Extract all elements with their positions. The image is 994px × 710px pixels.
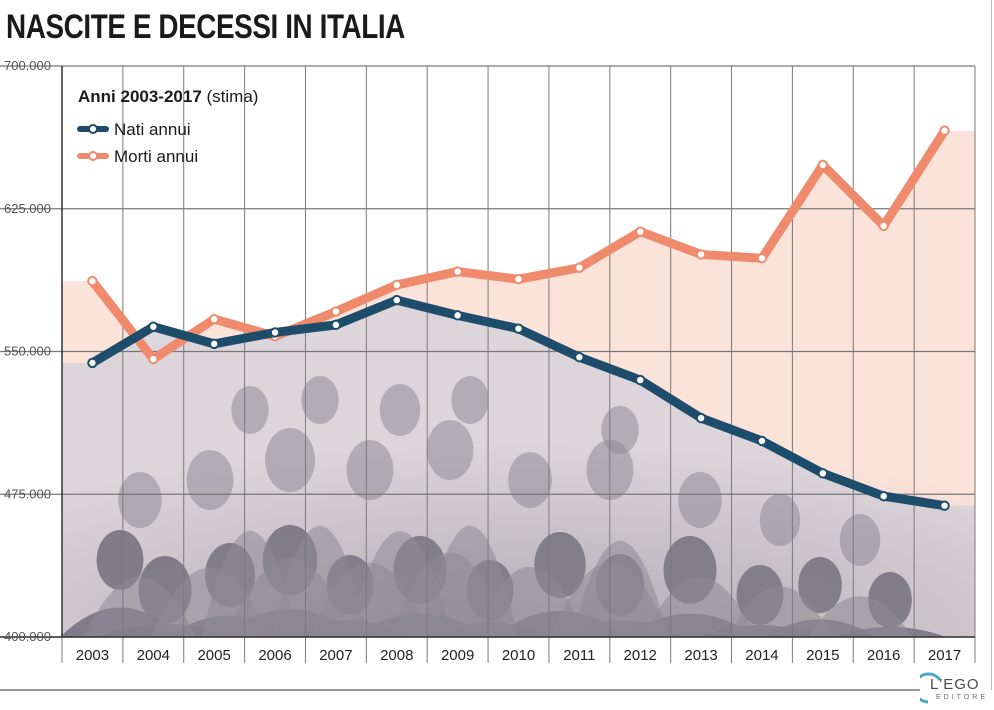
- x-tick-label: 2011: [563, 647, 595, 664]
- nati-point: [817, 468, 829, 479]
- nati-point: [330, 319, 342, 331]
- crowd-silhouettes-decoration: [60, 376, 975, 637]
- morti-point: [391, 279, 402, 291]
- morti-point: [513, 273, 524, 285]
- nati-point: [574, 352, 585, 363]
- legend-label: Nati annui: [114, 120, 191, 139]
- nati-point: [148, 321, 159, 332]
- legend-title: Anni 2003-2017 (stima): [78, 87, 258, 106]
- nati-point: [756, 435, 768, 447]
- x-tick-label: 2003: [76, 647, 109, 664]
- nati-point: [695, 412, 707, 424]
- crowd-shade: [62, 380, 975, 637]
- bottom-rule: [0, 689, 920, 691]
- nati-point: [391, 294, 402, 306]
- axes: [0, 66, 975, 638]
- tick-labels: 700.000 625.000 550.000 475.000 400.000 2003 2…: [4, 58, 961, 664]
- legend-label: Morti annui: [114, 147, 198, 166]
- morti-point: [452, 266, 463, 277]
- x-tick-label: 2004: [137, 647, 170, 664]
- nati-point: [452, 310, 463, 321]
- x-tick-label: 2005: [197, 647, 230, 664]
- x-tick-label: 2006: [258, 647, 291, 664]
- x-tick-label: 2007: [319, 647, 352, 664]
- legend-note: (stima): [202, 87, 259, 106]
- publisher-sub: EDITORE: [936, 694, 988, 701]
- nati-point: [635, 374, 646, 386]
- series-lines: [87, 125, 950, 511]
- morti-point: [817, 159, 829, 171]
- y-tick-label: 700.000: [4, 58, 51, 73]
- legend-title-main: Anni 2003-2017: [78, 87, 202, 106]
- nati-point: [513, 323, 524, 334]
- x-tick-label: 2016: [867, 647, 900, 664]
- publisher-logo-icon: [920, 672, 942, 704]
- x-tick-label: 2014: [745, 647, 778, 664]
- y-tick-label: 550.000: [4, 344, 51, 359]
- morti-point: [695, 249, 707, 260]
- y-tick-label: 475.000: [4, 486, 51, 501]
- morti-point: [635, 226, 646, 237]
- morti-point: [330, 306, 342, 317]
- morti-point: [208, 313, 220, 325]
- x-tick-label: 2009: [441, 647, 474, 664]
- morti-point: [939, 125, 950, 136]
- morti-point: [148, 353, 159, 365]
- morti-point: [878, 220, 889, 232]
- y-tick-label: 625.000: [4, 201, 51, 216]
- nati-point: [939, 500, 950, 511]
- legend-marker: [88, 124, 98, 134]
- nati-point: [878, 490, 889, 502]
- x-tick-label: 2012: [624, 647, 657, 664]
- nati-point: [87, 357, 98, 369]
- publisher-name: L'EGO: [930, 676, 980, 693]
- x-tick-label: 2017: [928, 647, 961, 664]
- x-tick-label: 2013: [684, 647, 717, 664]
- x-tick-label: 2008: [380, 647, 413, 664]
- frame-border: [991, 0, 992, 690]
- nati-point: [208, 338, 220, 350]
- chart-title: NASCITE E DECESSI IN ITALIA: [6, 8, 405, 46]
- x-tick-label: 2010: [502, 647, 535, 664]
- legend: Anni 2003-2017 (stima) Nati annui Morti an…: [77, 87, 258, 166]
- nati-point: [269, 327, 281, 338]
- x-tick-label: 2015: [806, 647, 839, 664]
- legend-marker: [88, 151, 98, 161]
- y-tick-label: 400.000: [4, 629, 51, 644]
- morti-point: [574, 262, 585, 273]
- morti-point: [756, 253, 768, 264]
- morti-point: [87, 275, 98, 287]
